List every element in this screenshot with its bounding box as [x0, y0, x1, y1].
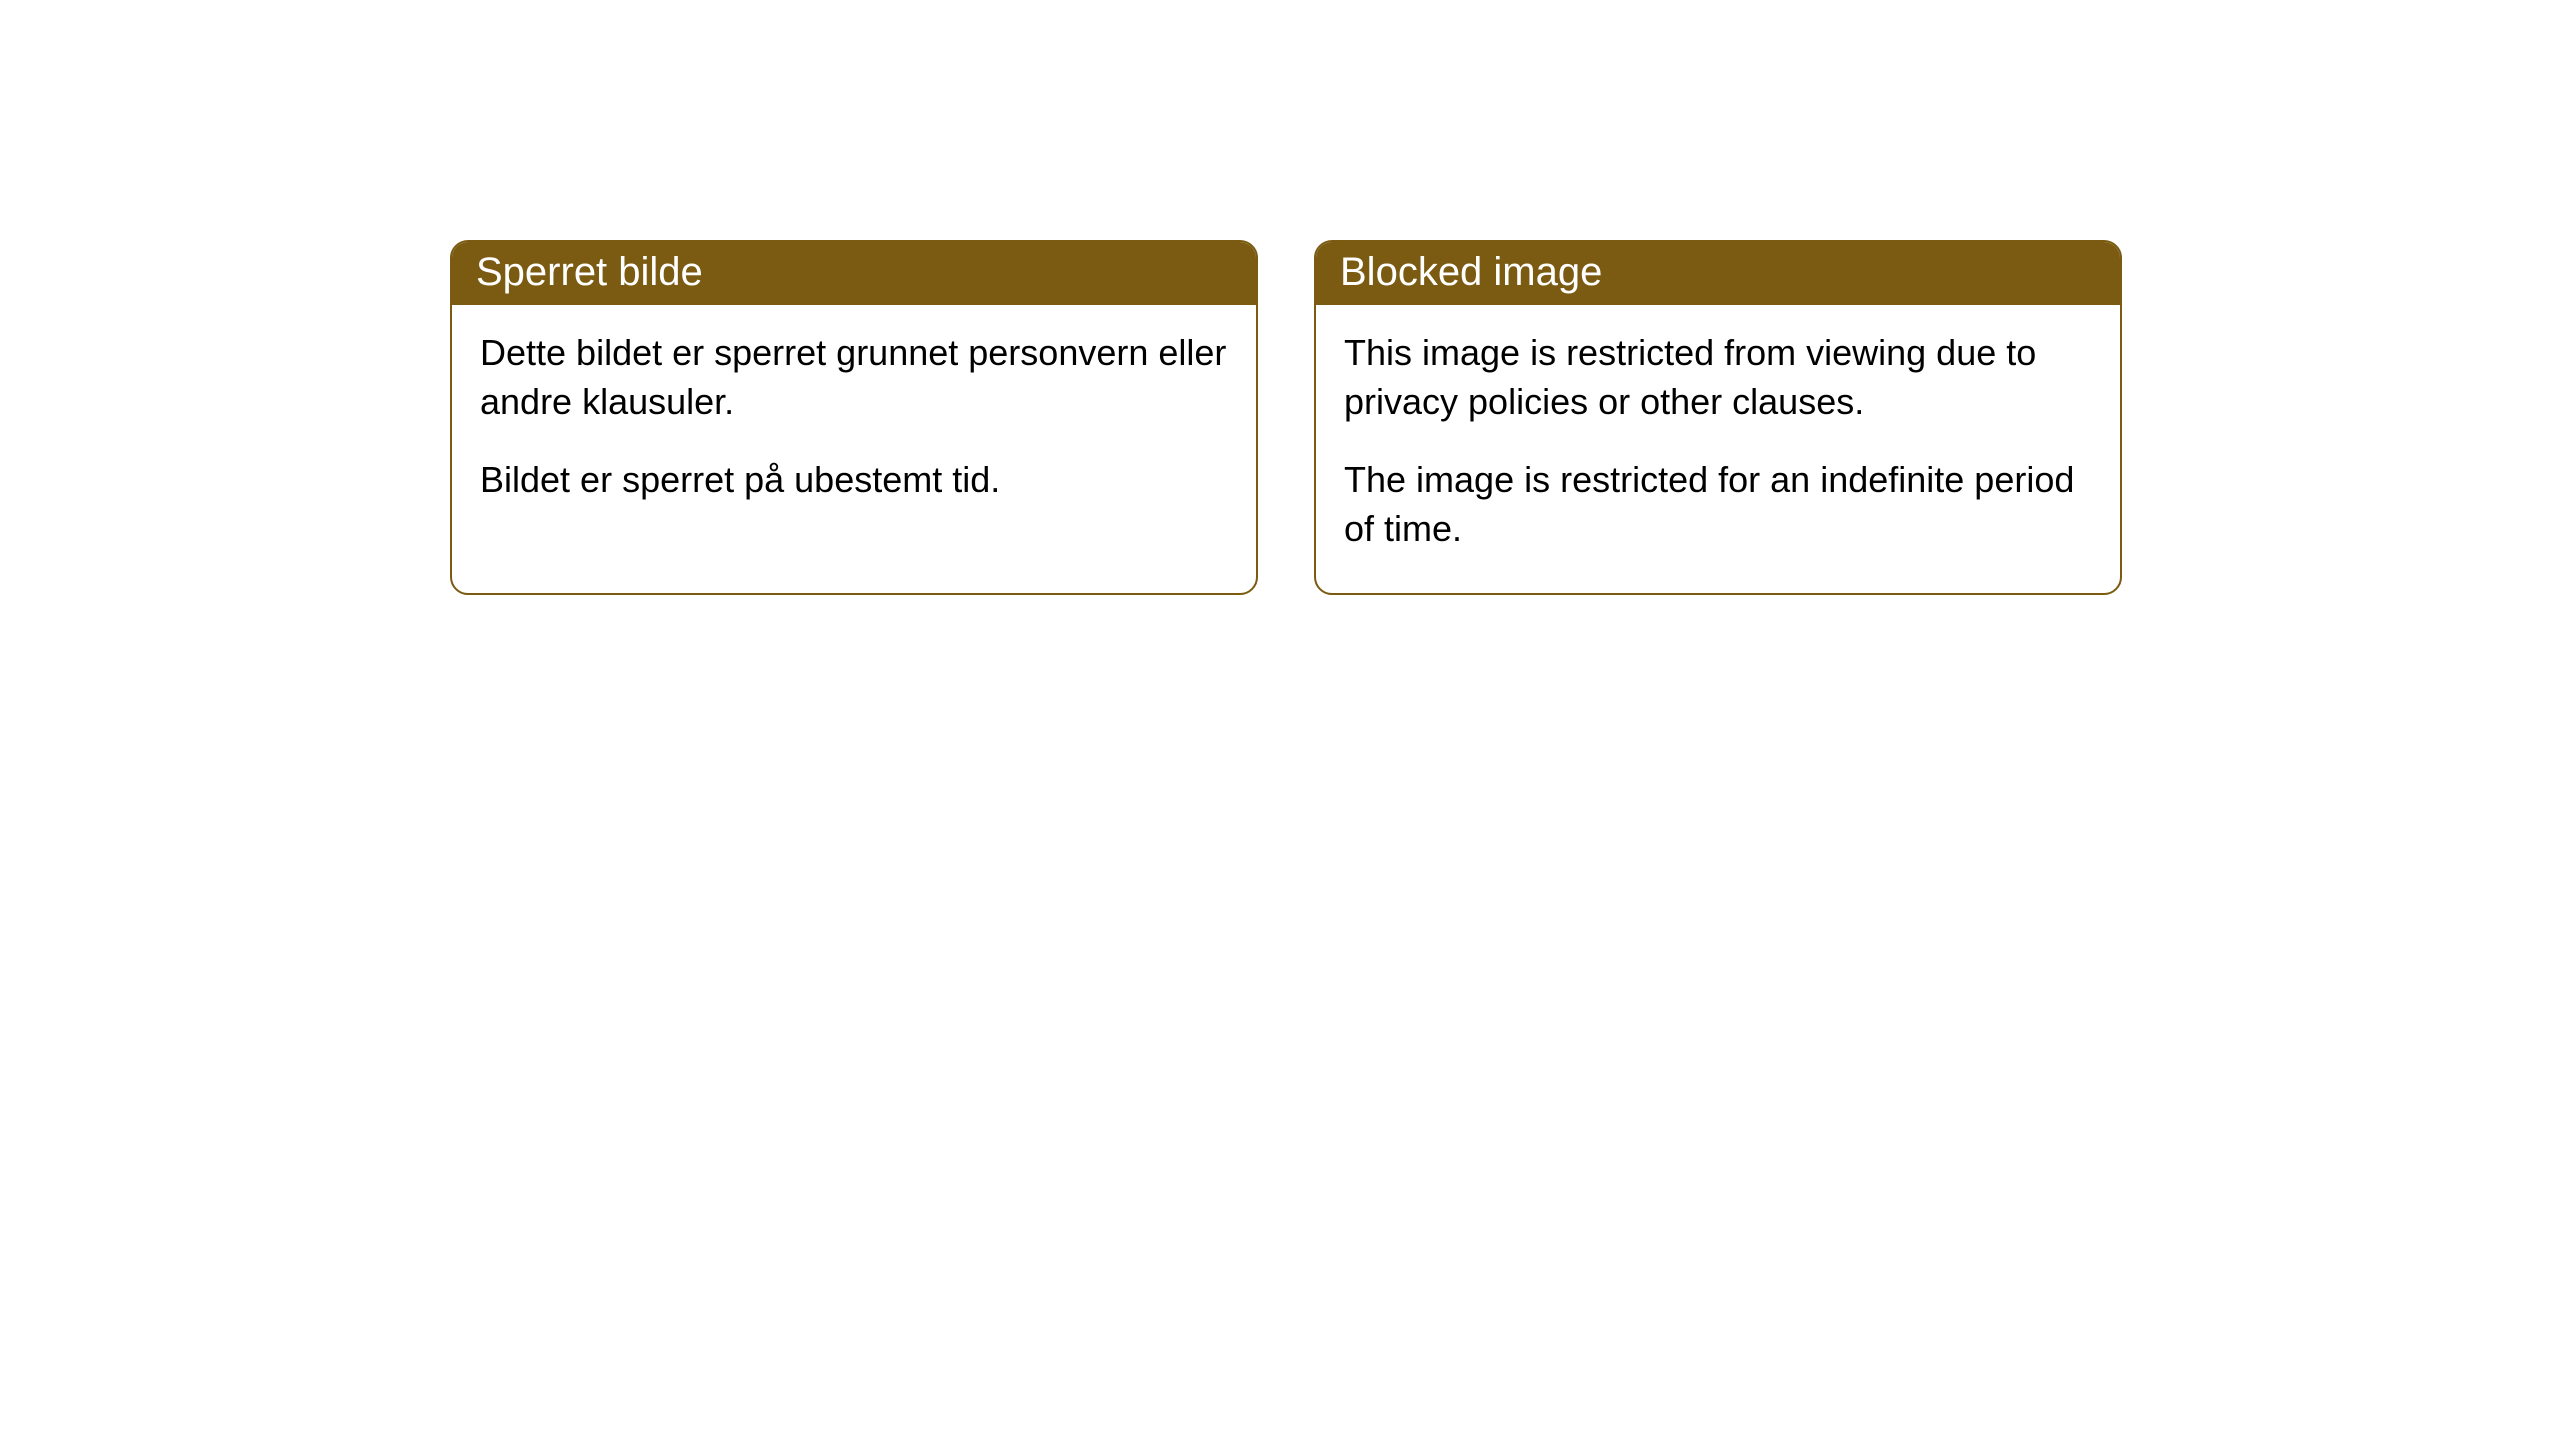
card-title: Blocked image [1340, 250, 1602, 294]
card-paragraph: Dette bildet er sperret grunnet personve… [480, 329, 1228, 426]
card-header-english: Blocked image [1316, 242, 2120, 305]
card-paragraph: Bildet er sperret på ubestemt tid. [480, 456, 1228, 505]
card-body-english: This image is restricted from viewing du… [1316, 305, 2120, 593]
card-paragraph: The image is restricted for an indefinit… [1344, 456, 2092, 553]
card-english: Blocked image This image is restricted f… [1314, 240, 2122, 595]
card-title: Sperret bilde [476, 250, 703, 294]
card-header-norwegian: Sperret bilde [452, 242, 1256, 305]
card-body-norwegian: Dette bildet er sperret grunnet personve… [452, 305, 1256, 545]
card-norwegian: Sperret bilde Dette bildet er sperret gr… [450, 240, 1258, 595]
card-paragraph: This image is restricted from viewing du… [1344, 329, 2092, 426]
notice-cards-container: Sperret bilde Dette bildet er sperret gr… [450, 240, 2122, 595]
